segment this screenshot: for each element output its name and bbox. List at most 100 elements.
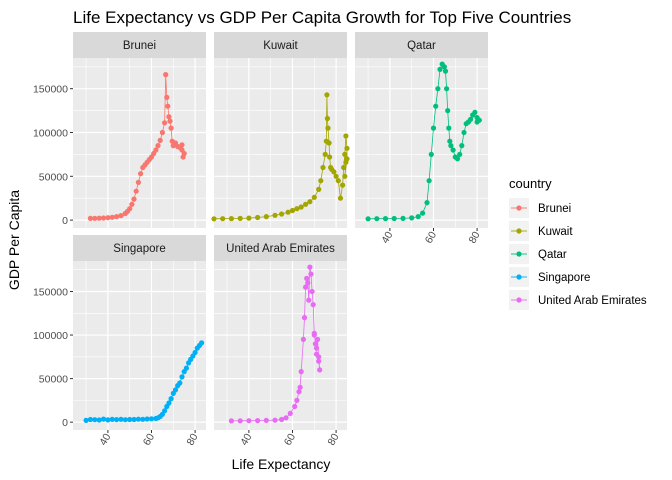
data-point	[315, 336, 321, 342]
facet-strip-label: Kuwait	[263, 40, 298, 52]
data-point	[420, 210, 426, 216]
data-point	[298, 204, 304, 210]
data-point	[263, 214, 269, 220]
legend-label: Brunei	[538, 203, 571, 215]
data-point	[448, 143, 454, 149]
data-point	[311, 194, 317, 200]
data-point	[168, 125, 174, 131]
data-point	[428, 151, 434, 157]
data-point	[105, 215, 111, 221]
data-point	[87, 215, 93, 221]
data-point	[307, 264, 313, 270]
data-point	[114, 214, 120, 220]
x-axis-title: Life Expectancy	[232, 456, 331, 472]
data-point	[409, 215, 415, 221]
facet-kuwait: Kuwait	[211, 32, 350, 228]
data-point	[114, 417, 120, 423]
x-tick-label: 80	[466, 229, 482, 245]
data-point	[122, 417, 128, 423]
data-point	[118, 416, 124, 422]
data-point	[457, 151, 463, 157]
data-point	[435, 86, 441, 92]
data-point	[426, 178, 432, 184]
data-point	[300, 336, 306, 342]
data-point	[246, 418, 252, 424]
data-point	[342, 151, 348, 157]
data-point	[301, 315, 308, 321]
data-point	[131, 196, 137, 202]
data-point	[450, 147, 456, 153]
data-point	[446, 125, 452, 131]
y-tick-label: 100000	[33, 330, 68, 342]
data-point	[303, 284, 309, 290]
data-point	[324, 115, 330, 122]
data-point	[289, 207, 296, 214]
data-point	[461, 129, 467, 136]
data-point	[228, 216, 234, 222]
data-point	[337, 195, 344, 201]
data-point	[167, 118, 173, 124]
data-point	[316, 186, 322, 192]
facet-strip-label: Singapore	[113, 243, 165, 255]
y-tick-label: 0	[62, 417, 68, 429]
data-point	[166, 114, 172, 120]
data-point	[127, 206, 133, 212]
data-point	[246, 215, 252, 221]
panel-background	[73, 58, 206, 228]
data-point	[162, 120, 168, 126]
data-point	[304, 275, 310, 281]
x-tick-label: 60	[282, 431, 298, 447]
data-point	[164, 94, 170, 100]
data-point	[374, 216, 380, 222]
x-tick-label: 80	[325, 431, 341, 447]
data-point	[135, 179, 141, 185]
facet-panels: Brunei 0 50000 100000 150000 Kuwait Qatar 40 60 8…	[33, 32, 488, 448]
data-point	[433, 103, 439, 109]
data-point	[165, 103, 171, 109]
data-point	[87, 416, 93, 423]
x-tick-label: 80	[184, 431, 200, 447]
facet-singapore: Singapore 40 60 80 0 50000 100000 150000	[33, 235, 206, 448]
data-point	[318, 178, 324, 184]
y-tick-label: 150000	[33, 286, 68, 298]
data-point	[324, 92, 330, 98]
data-point	[308, 271, 314, 277]
data-point	[179, 142, 185, 148]
panel-background	[73, 261, 206, 430]
data-point	[294, 397, 300, 403]
legend-key-point	[516, 228, 522, 234]
y-tick-label: 50000	[39, 171, 68, 183]
data-point	[138, 171, 144, 177]
data-point	[400, 215, 406, 221]
data-point	[310, 302, 316, 308]
legend-title: country	[509, 176, 552, 191]
data-point	[181, 150, 187, 157]
data-point	[333, 173, 339, 179]
facet-brunei: Brunei 0 50000 100000 150000	[33, 32, 206, 228]
data-point	[382, 216, 389, 222]
data-point	[444, 86, 450, 92]
data-point	[237, 215, 243, 221]
data-point	[96, 417, 102, 423]
data-point	[341, 164, 347, 171]
chart-title: Life Expectancy vs GDP Per Capita Growth…	[73, 8, 571, 27]
data-point	[100, 416, 107, 422]
data-point	[303, 201, 309, 207]
data-point	[447, 138, 453, 144]
data-point	[83, 417, 89, 423]
data-point	[127, 416, 133, 423]
data-point	[100, 215, 107, 221]
facet-qatar: Qatar 40 60 80	[355, 32, 488, 246]
data-point	[163, 72, 169, 78]
data-point	[168, 396, 174, 402]
data-point	[335, 178, 341, 184]
data-point	[325, 125, 331, 131]
data-point	[474, 119, 480, 125]
data-point	[263, 417, 269, 423]
panel-background	[214, 261, 347, 430]
legend: country Brunei Kuwait Qatar Singapore United…	[509, 176, 647, 310]
data-point	[199, 340, 205, 346]
data-point	[441, 64, 447, 70]
data-point	[472, 109, 478, 115]
